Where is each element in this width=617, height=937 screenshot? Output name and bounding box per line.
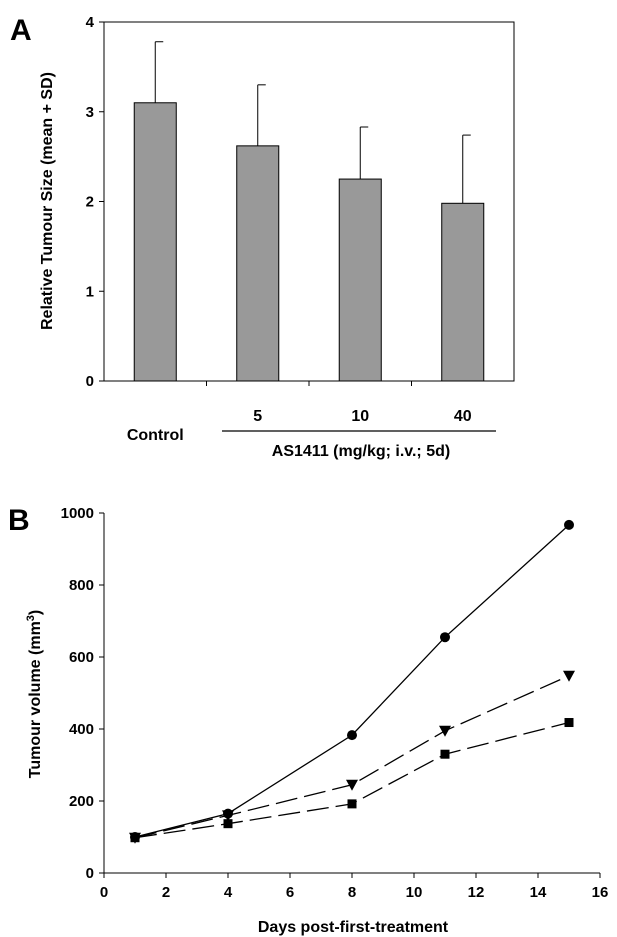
- panel-b-point-circle: [347, 730, 357, 741]
- panel-b-y-axis-label-main: Tumour volume (mm: [27, 621, 44, 778]
- panel-a-y-tick-label: 4: [86, 14, 95, 31]
- panel-b-x-tick-label: 6: [286, 884, 294, 901]
- panel-b-x-tick-label: 12: [468, 884, 485, 901]
- panel-b-point-square: [223, 819, 233, 829]
- panel-a-category-label: Control: [127, 427, 184, 444]
- panel-b-point-square: [130, 833, 140, 843]
- panel-a-category-label: 40: [454, 408, 472, 425]
- panel-b-label: B: [8, 504, 30, 537]
- panel-a-plot: 0 1 2 3 4 Control 5 10 40: [86, 14, 515, 444]
- panel-b-y-tick-label: 0: [86, 865, 94, 882]
- panel-b-point-square: [564, 718, 574, 728]
- panel-a-category-label: 5: [253, 408, 262, 425]
- panel-b-x-tick-label: 8: [348, 884, 356, 901]
- panel-b-y-axis-label-close: ): [27, 610, 44, 615]
- panel-b-x-tick-label: 2: [162, 884, 170, 901]
- panel-a-category-label: 10: [351, 408, 369, 425]
- panel-a-y-tick-label: 2: [86, 194, 94, 211]
- panel-a-y-tick-label: 1: [86, 283, 94, 300]
- panel-b-y-tick-label: 400: [69, 721, 94, 738]
- panel-b-series-2-line: [134, 675, 570, 839]
- panel-b-x-tick-label: 14: [530, 884, 547, 901]
- panel-b-point-triangle: [346, 779, 358, 791]
- panel-b-y-tick-label: 600: [69, 649, 94, 666]
- panel-b-x-axis-label: Days post-first-treatment: [258, 919, 449, 936]
- panel-b-point-circle: [440, 632, 450, 643]
- panel-b-y-tick-label: 200: [69, 793, 94, 810]
- panel-a-label: A: [10, 14, 32, 47]
- panel-b-x-tick-label: 10: [406, 884, 423, 901]
- panel-b-y-axis-label-sup: 3: [25, 615, 37, 621]
- panel-b-plot: 0 200 400 600 800 1000 0 2 4 6 8 10 12 14 16: [61, 505, 609, 901]
- panel-a-y-axis-label: Relative Tumour Size (mean + SD): [39, 72, 56, 330]
- panel-b-y-axis-label: Tumour volume (mm3): [25, 610, 44, 779]
- panel-b-point-triangle: [563, 670, 575, 682]
- panel-b-point-square: [440, 749, 450, 759]
- panel-a-bar: [338, 178, 382, 382]
- panel-a-bar: [236, 145, 280, 382]
- panel-b-point-triangle: [439, 725, 451, 737]
- panel-b-point-circle: [564, 519, 574, 530]
- panel-a-bar: [441, 202, 485, 382]
- panel-b-x-tick-label: 4: [224, 884, 233, 901]
- panel-b-x-tick-label: 16: [592, 884, 609, 901]
- panel-b-point-triangle: [222, 810, 234, 822]
- panel-a-group-label: AS1411 (mg/kg; i.v.; 5d): [272, 443, 450, 460]
- panel-a-y-tick-label: 0: [86, 373, 94, 390]
- panel-b-point-square: [347, 799, 357, 809]
- panel-b-y-tick-label: 1000: [61, 505, 94, 522]
- panel-b-y-tick-label: 800: [69, 577, 94, 594]
- panel-a-y-tick-label: 3: [86, 104, 94, 121]
- panel-a-bar: [133, 102, 177, 382]
- panel-b-x-tick-label: 0: [100, 884, 108, 901]
